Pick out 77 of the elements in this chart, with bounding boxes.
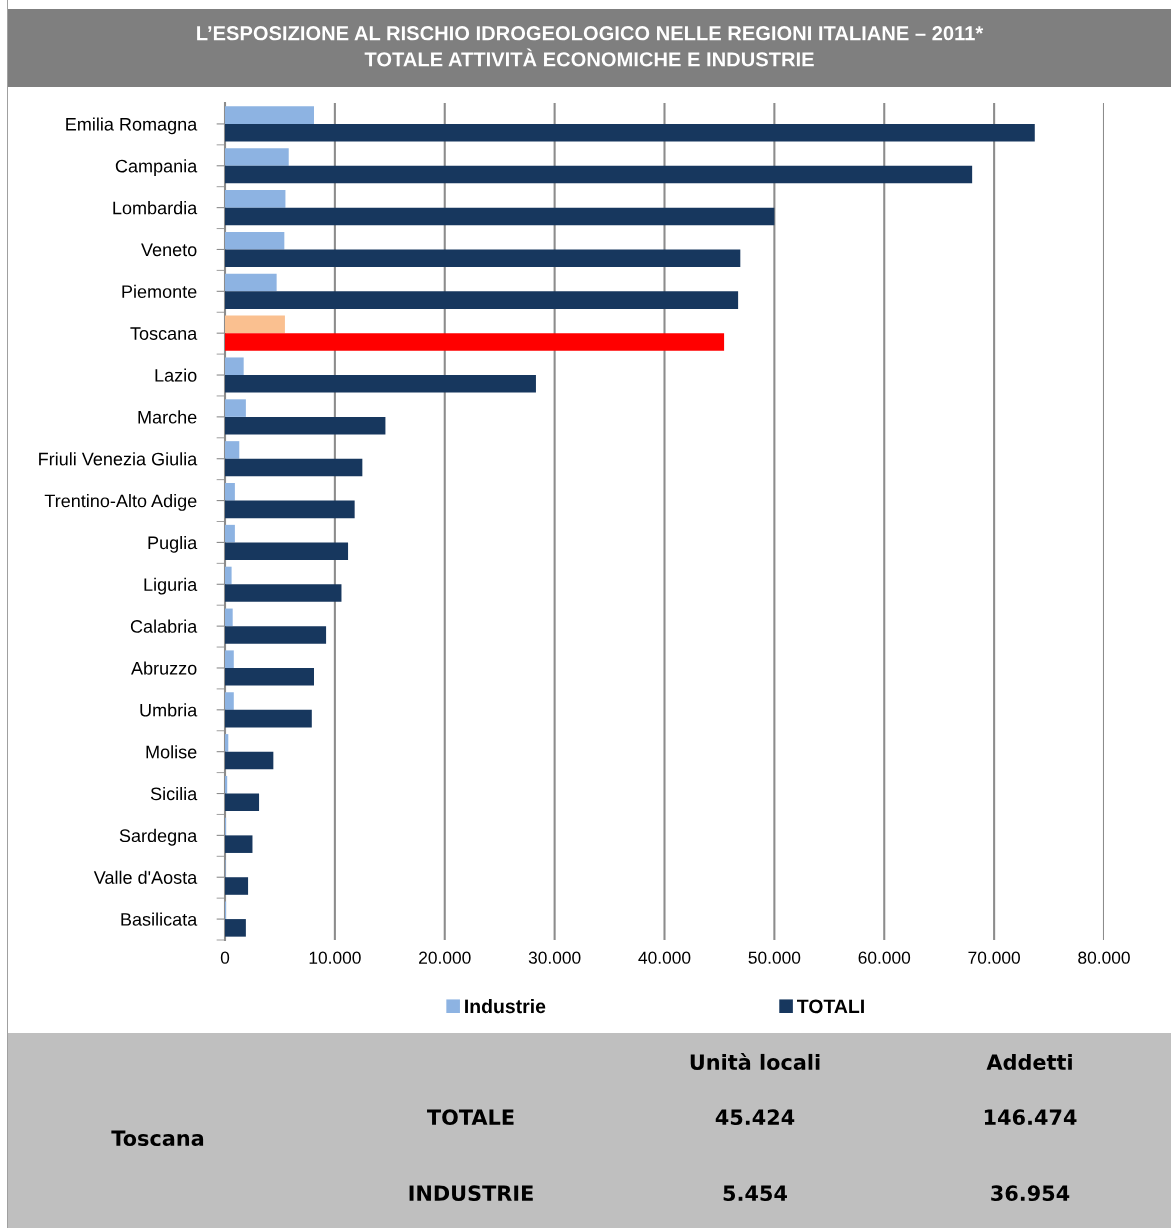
- bar: [225, 207, 775, 226]
- x-tick-label: 50.000: [748, 951, 801, 964]
- y-tick-label: Valle d'Aosta: [93, 870, 198, 884]
- y-tick-label: Lazio: [155, 368, 197, 382]
- bar: [225, 542, 349, 560]
- bar: [225, 608, 233, 627]
- text: Unità locali: [690, 1053, 820, 1071]
- text: 5.454: [723, 1185, 787, 1202]
- text: 36.954: [991, 1185, 1070, 1202]
- bar: [225, 524, 235, 543]
- y-tick-label: Basilicata: [121, 912, 198, 926]
- bar: [225, 357, 244, 376]
- bar: [225, 249, 741, 268]
- legend-label: Industrie: [465, 998, 546, 1014]
- bar: [225, 291, 739, 309]
- text: TOTALE: [427, 1109, 514, 1126]
- bar: [225, 584, 342, 602]
- bar: [225, 190, 286, 208]
- x-tick-label: 20.000: [419, 951, 471, 964]
- bar: [225, 375, 536, 393]
- bar: [225, 667, 314, 686]
- y-tick-label: Friuli Venezia Giulia: [39, 452, 198, 466]
- bar: [225, 458, 363, 477]
- bar: [225, 165, 973, 184]
- y-tick-label: Umbria: [140, 703, 198, 717]
- y-tick-label: Trentino-Alto Adige: [44, 494, 197, 511]
- x-tick-label: 30.000: [528, 951, 581, 964]
- chart-title: L’ESPOSIZIONE AL RISCHIO IDROGEOLOGICO NELLE REGIONI ITALIANE – 2011* TOTALE ATTIVITÀ ECONOMICHE E INDUSTRIE: [197, 26, 984, 67]
- text: 45.424: [715, 1109, 795, 1126]
- bar: [225, 441, 240, 459]
- bar: [225, 123, 1035, 142]
- x-tick-label: 80.000: [1078, 951, 1130, 964]
- text: 146.474: [984, 1109, 1077, 1126]
- bar: [225, 483, 235, 501]
- bar: [225, 273, 277, 292]
- x-tick-label: 70.000: [968, 951, 1020, 964]
- x-tick-label: 10.000: [309, 951, 361, 964]
- bar: [225, 500, 355, 519]
- legend-label: TOTALI: [796, 999, 864, 1014]
- bar: [225, 231, 285, 250]
- bar: [225, 416, 386, 435]
- x-tick-label: 40.000: [638, 951, 691, 964]
- x-tick-label: 60.000: [858, 951, 911, 964]
- y-tick-label: Marche: [138, 410, 197, 424]
- bar: [225, 775, 228, 794]
- y-tick-label: Piemonte: [122, 284, 197, 299]
- y-tick-label: Veneto: [141, 243, 197, 257]
- bar: [225, 315, 285, 334]
- bar: [225, 709, 312, 728]
- bar: [225, 835, 253, 853]
- y-tick-label: Toscana: [130, 327, 198, 340]
- y-tick-label: Sardegna: [119, 828, 198, 846]
- bar: [225, 877, 249, 895]
- bar: [225, 333, 725, 351]
- bar: [225, 626, 327, 644]
- y-tick-label: Abruzzo: [131, 661, 197, 675]
- bar: [225, 734, 229, 752]
- text: Addetti: [986, 1053, 1072, 1071]
- bar: [225, 148, 289, 166]
- bar: [225, 650, 234, 668]
- bar: [225, 751, 274, 770]
- y-tick-label: Emilia Romagna: [66, 117, 198, 135]
- x-tick-label: 0: [220, 951, 230, 964]
- y-tick-label: Liguria: [144, 577, 198, 595]
- y-tick-label: Calabria: [130, 619, 198, 633]
- bar: [225, 919, 246, 937]
- text: INDUSTRIE: [409, 1185, 533, 1202]
- y-tick-label: Sicilia: [150, 786, 198, 801]
- bar: [225, 399, 246, 417]
- bar: [225, 793, 260, 812]
- y-tick-label: Lombardia: [113, 201, 198, 215]
- y-tick-label: Molise: [146, 745, 197, 759]
- bar: [225, 566, 232, 585]
- y-tick-label: Campania: [115, 159, 198, 177]
- bar: [225, 692, 234, 710]
- bar: [225, 106, 314, 124]
- y-tick-label: Puglia: [148, 535, 198, 553]
